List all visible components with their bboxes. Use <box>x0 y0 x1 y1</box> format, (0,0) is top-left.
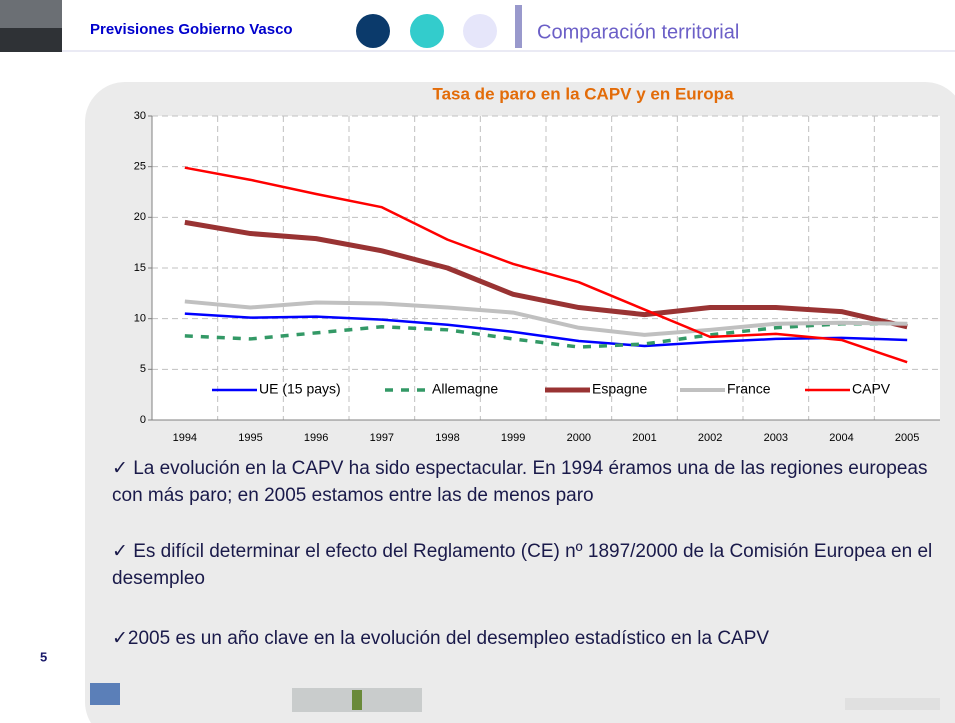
x-tick-label: 1999 <box>501 432 525 444</box>
header-dot <box>463 14 497 48</box>
y-tick-label: 25 <box>134 161 146 173</box>
header-title: Previsiones Gobierno Vasco <box>90 21 293 38</box>
y-tick-label: 15 <box>134 262 146 274</box>
header-dot <box>356 14 390 48</box>
x-tick-label: 1996 <box>304 432 328 444</box>
y-tick-label: 0 <box>140 414 146 426</box>
header-dot <box>410 14 444 48</box>
footer-logo <box>90 683 120 705</box>
legend-label: Espagne <box>592 381 647 397</box>
x-tick-label: 2004 <box>829 432 853 444</box>
x-tick-label: 1998 <box>435 432 459 444</box>
bullet-text: ✓ La evolución en la CAPV ha sido espect… <box>112 455 942 509</box>
x-tick-label: 1997 <box>370 432 394 444</box>
legend-label: France <box>727 381 771 397</box>
chart-title: Tasa de paro en la CAPV y en Europa <box>432 84 734 103</box>
x-tick-label: 1994 <box>173 432 197 444</box>
chart: Previsiones Gobierno Vasco Comparación t… <box>0 0 955 723</box>
page-number: 5 <box>40 649 47 664</box>
bullet-text: ✓ Es difícil determinar el efecto del Re… <box>112 538 942 592</box>
x-tick-label: 2000 <box>567 432 591 444</box>
footer-logo-mark <box>352 690 362 710</box>
legend-label: Allemagne <box>432 381 498 397</box>
slide: Previsiones Gobierno Vasco Comparación t… <box>0 0 955 723</box>
legend-label: UE (15 pays) <box>259 381 341 397</box>
x-tick-label: 2001 <box>632 432 656 444</box>
y-tick-label: 10 <box>134 313 146 325</box>
x-tick-label: 2003 <box>764 432 788 444</box>
y-tick-label: 20 <box>134 211 146 223</box>
x-tick-label: 1995 <box>238 432 262 444</box>
x-tick-label: 2005 <box>895 432 919 444</box>
legend-label: CAPV <box>852 381 891 397</box>
header-section: Comparación territorial <box>537 21 739 43</box>
header-bar <box>515 5 522 48</box>
footer-logo <box>845 698 940 710</box>
header-photo-shadow <box>0 28 62 52</box>
x-tick-label: 2002 <box>698 432 722 444</box>
bullet-text: ✓2005 es un año clave en la evolución de… <box>112 625 942 652</box>
y-tick-label: 5 <box>140 363 146 375</box>
y-tick-label: 30 <box>134 110 146 122</box>
